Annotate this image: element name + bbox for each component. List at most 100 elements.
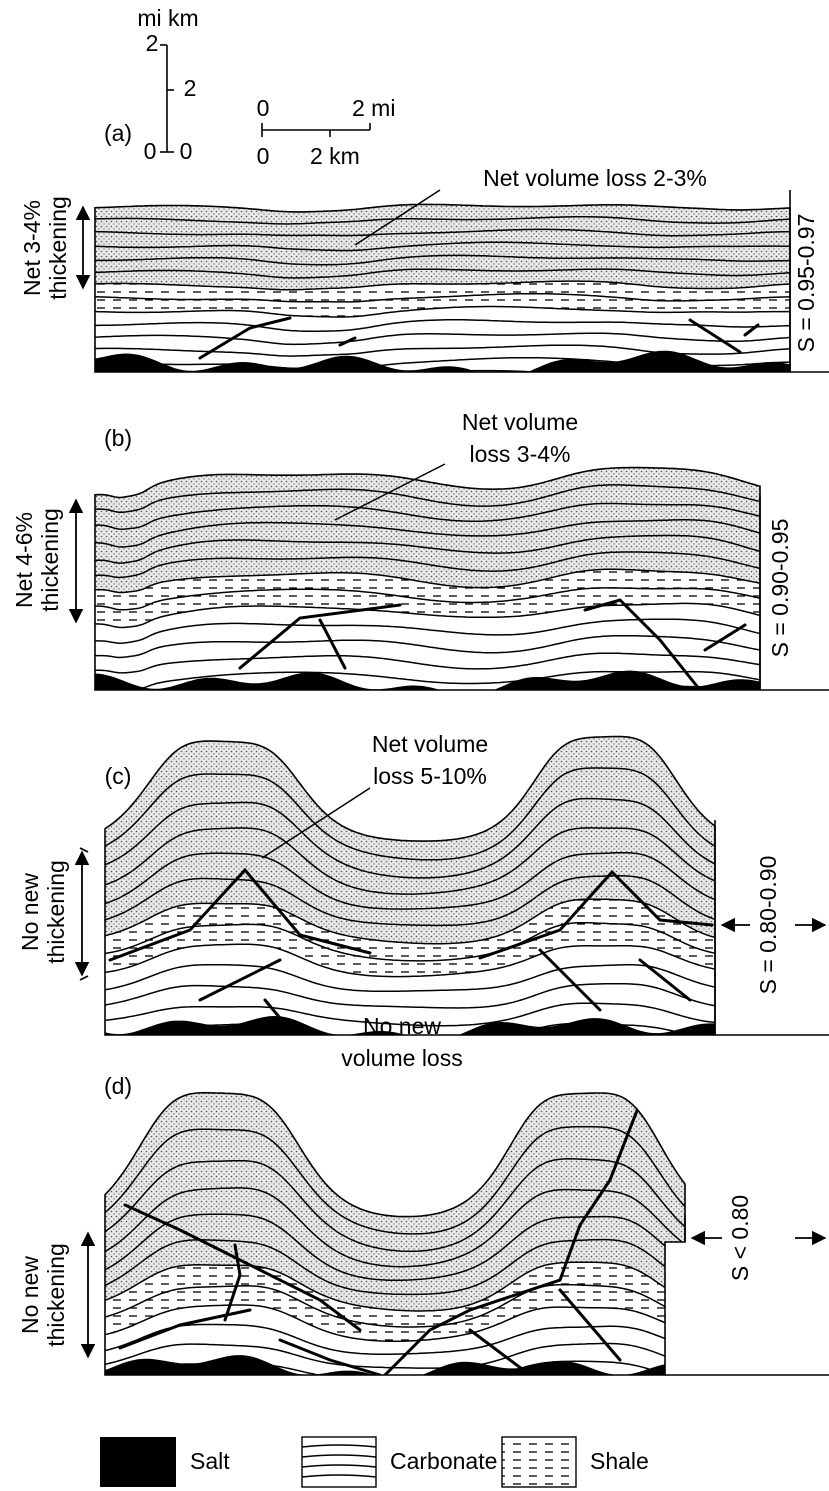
fault [223, 1243, 242, 1322]
annotation: No new [363, 1013, 441, 1039]
layer-band [95, 484, 760, 530]
layer-band [105, 1092, 685, 1234]
layer-band [105, 983, 715, 1026]
layer-line [105, 921, 715, 962]
scale-units: mi km [137, 5, 198, 31]
layer-line [105, 1126, 685, 1235]
scale-label: 2 mi [352, 95, 395, 121]
layer-band [95, 345, 790, 369]
section-outline [104, 735, 716, 1036]
layer-line [95, 703, 760, 724]
layer-line [95, 587, 760, 611]
leader-line [334, 463, 446, 521]
fault [688, 318, 742, 354]
section-body [95, 204, 790, 411]
annotation: Net volume [372, 731, 488, 757]
fault [238, 603, 402, 670]
legend-swatch-carbonate [301, 1436, 377, 1488]
layer-line [105, 1158, 685, 1253]
layer-band [105, 852, 715, 926]
layer-band [105, 922, 715, 977]
layer-band [95, 293, 790, 317]
layer-line [95, 384, 790, 398]
scale [160, 44, 371, 153]
section-body [95, 467, 760, 724]
fault [338, 336, 357, 347]
layer-band [105, 1239, 685, 1311]
layer-band [95, 306, 790, 332]
layer-line [95, 519, 760, 548]
scale-label: 2 [146, 30, 159, 56]
layer-band [105, 1284, 685, 1342]
layer-band [95, 370, 790, 372]
layer-line [95, 319, 790, 332]
layer-line [105, 827, 715, 895]
layer-band [95, 686, 760, 690]
leader-line [354, 189, 441, 246]
fault [583, 598, 702, 690]
layer-line [95, 551, 760, 579]
panel-label: (c) [105, 763, 132, 789]
ratio-label: S = 0.90-0.95 [767, 519, 793, 658]
layer-band [105, 1380, 685, 1414]
thickening-label: thickening [43, 1243, 69, 1347]
layer-line [105, 1396, 685, 1414]
layer-line [105, 851, 715, 910]
fault [743, 323, 760, 337]
layer-line [105, 1342, 685, 1369]
layer-line [105, 1304, 685, 1343]
layer-band [95, 384, 790, 411]
layer-line [95, 534, 760, 564]
layer-line [95, 634, 760, 659]
fault [198, 958, 282, 1002]
salt [105, 1355, 685, 1375]
arrows [68, 205, 827, 1359]
layer-line [95, 484, 760, 513]
layer-band [105, 827, 715, 910]
section-outline [94, 466, 761, 691]
cross-section [94, 190, 829, 411]
fault [198, 316, 292, 360]
layer-band [95, 229, 790, 251]
fault [318, 618, 347, 670]
layer-line [95, 228, 790, 237]
fault [108, 867, 372, 962]
layer-line [95, 618, 760, 644]
layer-line [105, 1261, 685, 1312]
layer-line [95, 670, 760, 690]
legend-swatch-salt [100, 1437, 176, 1487]
thickening-label: thickening [43, 860, 69, 964]
layer-line [105, 1002, 715, 1027]
scale-label: 2 [184, 75, 197, 101]
layer-line [105, 797, 715, 879]
annotation: loss 5-10% [373, 763, 487, 789]
layer-band [95, 333, 790, 357]
layer-line [105, 1323, 685, 1355]
legend-label: Carbonate [390, 1448, 497, 1474]
section-body [105, 736, 715, 1035]
fault [703, 623, 747, 652]
thickening-label: thickening [37, 508, 63, 612]
layer-line [95, 280, 790, 291]
fault [123, 1203, 362, 1332]
scale-label: 0 [180, 138, 193, 164]
layer-band [105, 798, 715, 895]
cross-sections [94, 190, 829, 1426]
thickening-label: Net 4-6% [11, 512, 37, 608]
layer-band [95, 552, 760, 593]
layer-line [95, 216, 790, 225]
section-body [105, 1092, 685, 1426]
layer-band [105, 1003, 715, 1035]
ratio-label: S < 0.80 [727, 1195, 753, 1281]
layer-line [105, 1213, 685, 1282]
layer-band [95, 519, 760, 564]
layer-line [105, 1283, 685, 1328]
layer-line [105, 1187, 685, 1268]
annotation: Net volume [462, 409, 578, 435]
fault [638, 958, 692, 1002]
fault [468, 1328, 532, 1375]
layer-band [105, 1396, 685, 1426]
layer-band [95, 503, 760, 547]
layer-line [95, 305, 790, 318]
